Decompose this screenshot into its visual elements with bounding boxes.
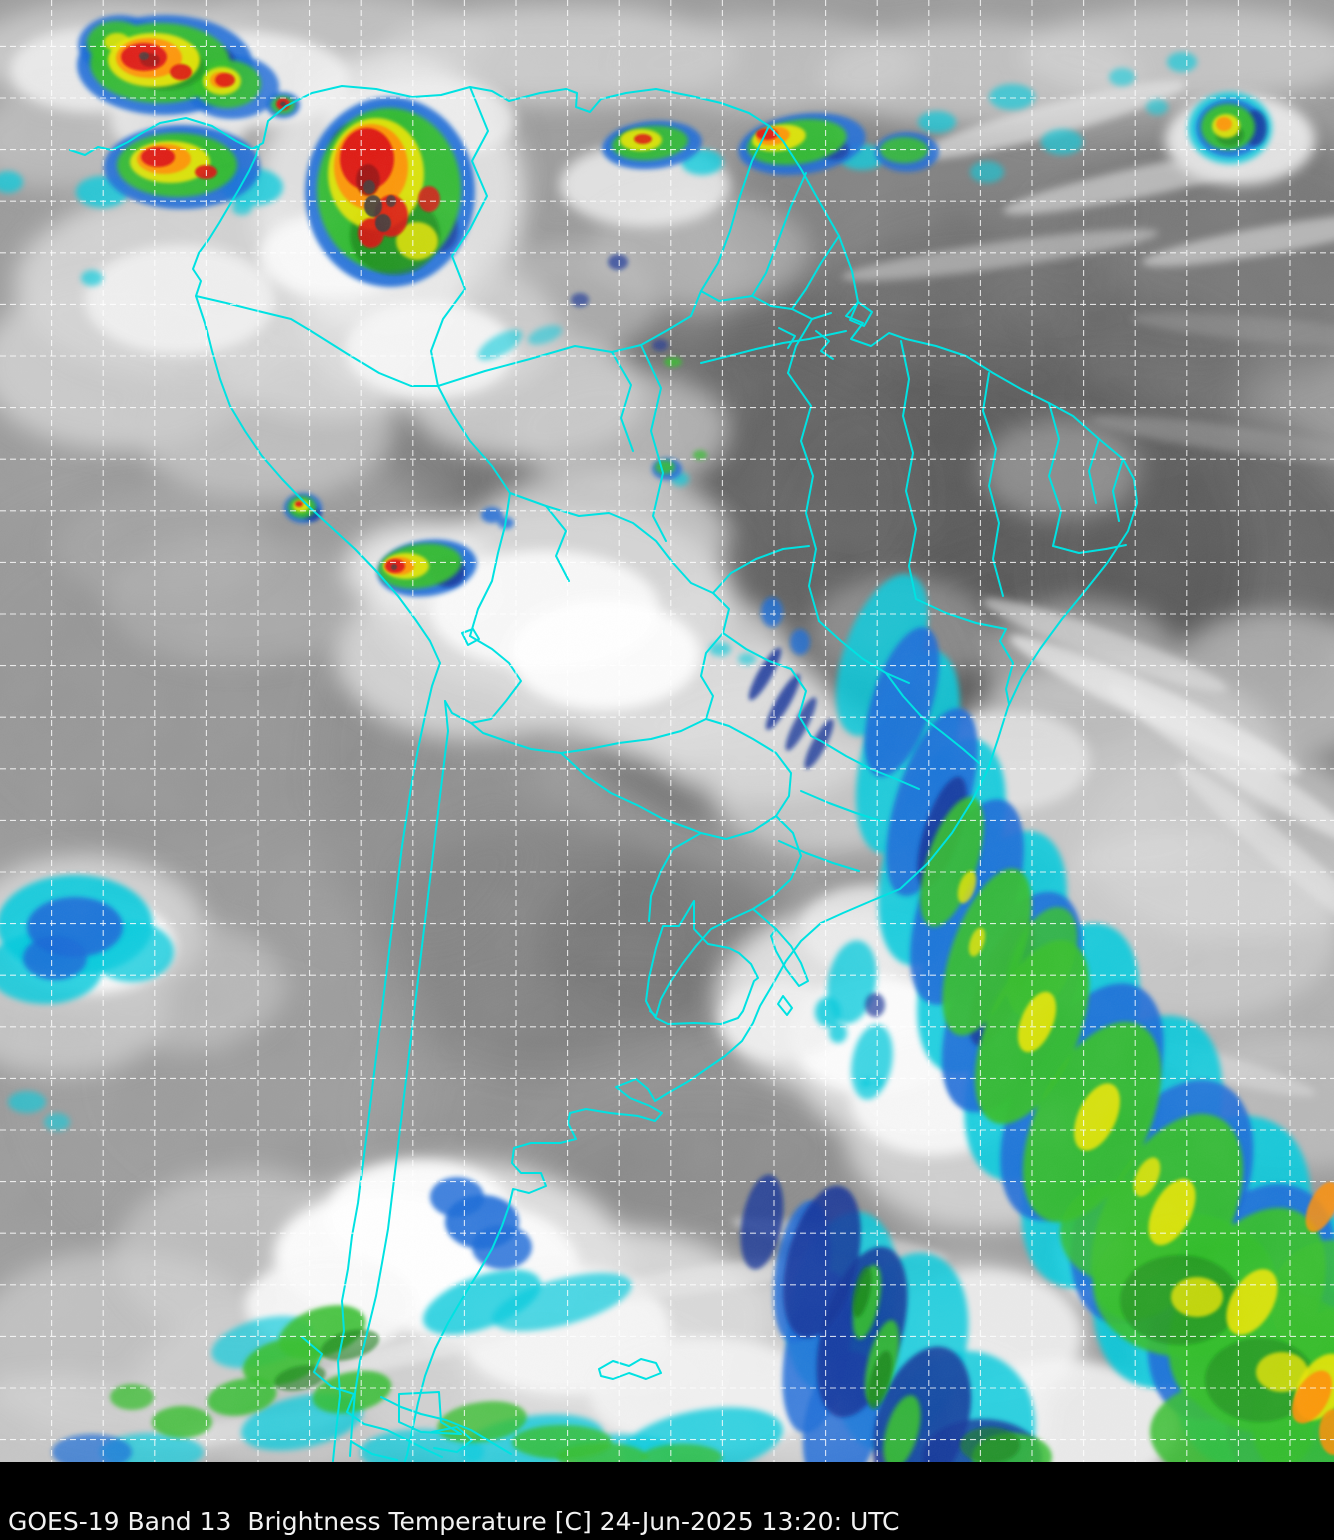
border-line [915,598,1007,630]
border-line [849,301,873,327]
border-line [982,372,1004,597]
border-line [648,718,792,922]
border-line [509,492,730,720]
latlon-grid [0,0,1334,1462]
border-line [752,908,777,930]
border-line [560,752,702,834]
border-line [351,1441,398,1461]
border-line [800,790,882,822]
border-line [598,1358,662,1380]
border-line [645,900,759,1025]
border-line [640,344,667,542]
border-line [470,718,707,754]
border-line [999,628,1014,705]
border-line [787,372,820,622]
border-line [815,330,834,360]
border-line [700,125,770,292]
border-line [398,1391,462,1435]
border-line [404,338,1138,1462]
border-line [700,330,847,364]
border-line [430,86,489,387]
border-line [1052,544,1127,554]
border-line [751,172,807,297]
border-line [722,632,792,670]
border-line [818,620,910,684]
border-line [778,840,860,872]
border-line [545,505,570,582]
border-line [349,700,449,1457]
border-line [778,327,796,349]
border-line [141,85,907,347]
border-line [777,995,793,1016]
border-line [444,635,522,724]
border-line [1112,458,1124,522]
country-borders [69,85,1138,1462]
border-line [712,545,810,594]
border-line [1088,438,1100,504]
border-line [437,290,832,387]
border-line [790,668,822,742]
border-line [461,628,480,646]
border-line [791,235,840,310]
border-line [192,145,441,1462]
border-line [301,1336,443,1458]
border-line [787,318,813,374]
border-line [437,385,511,637]
border-line [900,340,917,600]
satellite-image [0,0,1334,1462]
caption-text: GOES-19 Band 13 Brightness Temperature [… [8,1506,900,1536]
satellite-map [0,0,1334,1462]
border-line [380,1396,512,1455]
border-line [885,672,980,764]
border-line [770,928,809,987]
border-line [1048,402,1062,547]
border-line [611,351,634,452]
border-line [310,330,439,387]
sensor-noise-texture [0,0,1334,1462]
caption-bar: GOES-19 Band 13 Brightness Temperature [… [0,1462,1334,1540]
border-line [69,132,143,156]
